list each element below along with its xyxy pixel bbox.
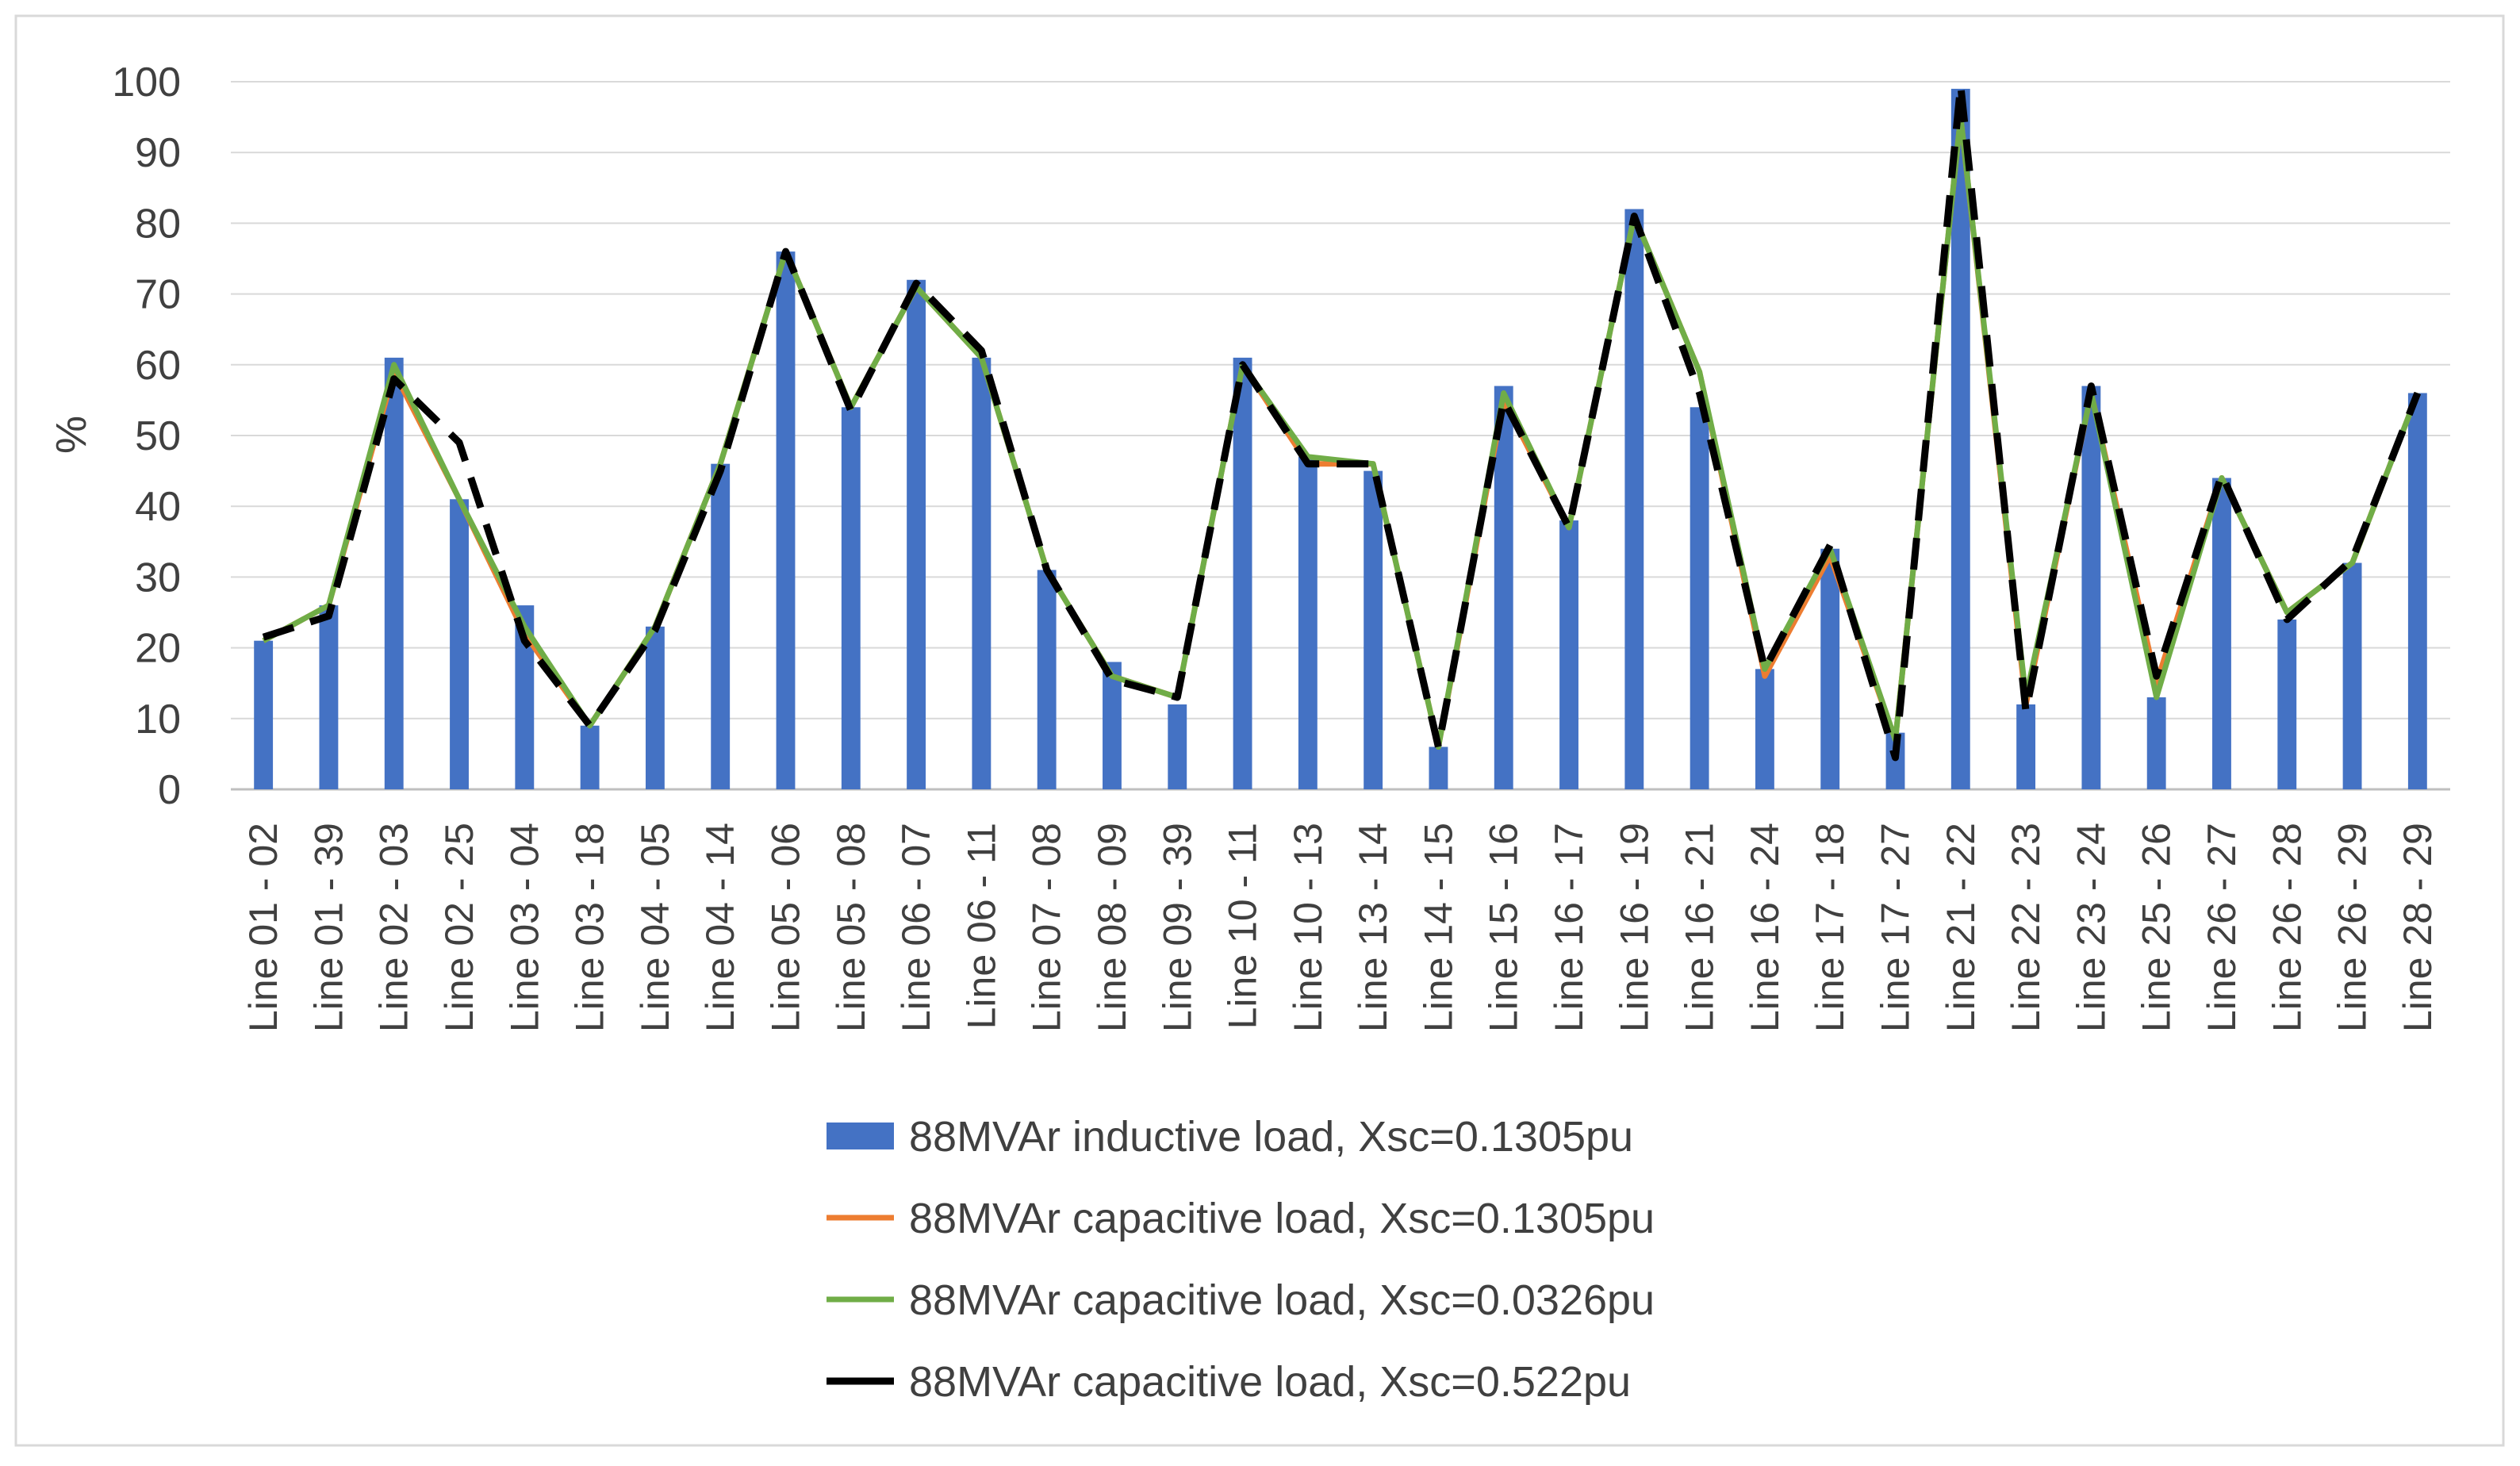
x-tick-label: Line 17 - 18 (1808, 823, 1852, 1032)
x-tick-label: Line 03 - 18 (568, 823, 612, 1032)
x-tick-label: Line 05 - 08 (829, 823, 873, 1032)
x-tick-label: Line 26 - 28 (2265, 823, 2309, 1032)
bar (1429, 746, 1448, 789)
bar (972, 357, 992, 789)
bar (2342, 562, 2362, 789)
x-tick-label: Line 08 - 09 (1090, 823, 1134, 1032)
x-tick-label: Line 03 - 04 (502, 823, 547, 1032)
bar (2212, 478, 2231, 789)
legend: 88MVAr inductive load, Xsc=0.1305pu 88MVA… (827, 1113, 1655, 1406)
line-series (262, 82, 2422, 762)
bar (1624, 209, 1644, 789)
bar (1559, 520, 1578, 789)
bar-series (254, 88, 2427, 790)
bar (515, 605, 535, 789)
bar (841, 407, 861, 789)
x-tick-label: Line 14 - 15 (1416, 823, 1460, 1032)
x-tick-label: Line 06 - 11 (959, 823, 1003, 1029)
x-tick-label: Line 28 - 29 (2395, 823, 2440, 1032)
x-tick-label: Line 16 - 19 (1612, 823, 1656, 1032)
bar (645, 626, 665, 789)
bar (1690, 407, 1709, 789)
bar (2277, 619, 2297, 789)
legend-label: 88MVAr inductive load, Xsc=0.1305pu (909, 1113, 1633, 1161)
x-tick-label: Line 01 - 02 (241, 823, 286, 1032)
bar (2146, 697, 2166, 789)
bar (1037, 570, 1057, 789)
x-tick-label: Line 15 - 16 (1482, 823, 1526, 1032)
x-tick-label: Line 01 - 39 (306, 823, 351, 1032)
bar (1233, 357, 1252, 789)
y-tick-label: 80 (135, 201, 181, 247)
x-tick-label: Line 10 - 13 (1286, 823, 1330, 1032)
x-tick-label: Line 25 - 26 (2135, 823, 2179, 1032)
series-line (262, 82, 2422, 762)
bar (907, 279, 926, 789)
y-tick-label: 0 (158, 767, 181, 813)
bar (1168, 704, 1187, 789)
bar (1364, 470, 1383, 789)
y-tick-label: 30 (135, 555, 181, 601)
x-tick-label: Line 26 - 27 (2200, 823, 2244, 1032)
x-tick-label: Line 16 - 24 (1743, 823, 1787, 1032)
bar (1755, 669, 1774, 789)
x-tick-label: Line 16 - 21 (1678, 823, 1722, 1032)
x-tick-label: Line 05 - 06 (764, 823, 808, 1032)
bar (711, 463, 731, 789)
x-tick-label: Line 09 - 39 (1155, 823, 1199, 1032)
y-tick-label: 60 (135, 343, 181, 389)
bar (2407, 393, 2427, 789)
y-tick-label: 100 (112, 59, 181, 106)
legend-label: 88MVAr capacitive load, Xsc=0.0326pu (909, 1276, 1655, 1324)
x-tick-label: Line 21 - 22 (1939, 823, 1983, 1032)
legend-label: 88MVAr capacitive load, Xsc=0.522pu (909, 1358, 1631, 1406)
x-tick-label: Line 06 - 07 (894, 823, 938, 1032)
bar (319, 605, 339, 789)
bar (580, 725, 600, 789)
x-tick-label: Line 02 - 03 (372, 823, 416, 1032)
x-tick-label: Line 16 - 17 (1547, 823, 1591, 1032)
bar (1298, 456, 1318, 789)
legend-swatch-bar (827, 1123, 894, 1149)
axes: 0 10 20 30 40 50 60 70 80 90 100 Line 01 - 02 Line 0… (112, 59, 2440, 1032)
y-tick-label: 10 (135, 697, 181, 743)
y-tick-label: 90 (135, 130, 181, 176)
bar (2016, 704, 2036, 789)
bar (1494, 386, 1513, 789)
bar (1820, 548, 1840, 789)
bar (450, 499, 469, 789)
y-tick-label: 70 (135, 272, 181, 318)
bar (776, 251, 796, 790)
bar (384, 357, 404, 789)
bar (1103, 662, 1122, 789)
bar (254, 640, 274, 789)
legend-label: 88MVAr capacitive load, Xsc=0.1305pu (909, 1195, 1655, 1242)
x-tick-label: Line 07 - 08 (1025, 823, 1069, 1032)
y-axis-title: % (48, 416, 95, 454)
bar (2081, 386, 2101, 789)
x-tick-label: Line 26 - 29 (2330, 823, 2375, 1032)
y-tick-label: 40 (135, 484, 181, 530)
x-tick-label: Line 02 - 25 (437, 823, 481, 1032)
y-tick-label: 50 (135, 413, 181, 459)
y-tick-label: 20 (135, 626, 181, 672)
x-tick-label: Line 23 - 24 (2069, 823, 2113, 1032)
x-tick-label: Line 10 - 11 (1221, 823, 1265, 1029)
x-tick-label: Line 17 - 27 (1874, 823, 1918, 1032)
bar (1950, 88, 1970, 790)
x-tick-label: Line 13 - 14 (1351, 823, 1395, 1032)
x-tick-label: Line 22 - 23 (2004, 823, 2048, 1032)
x-tick-label: Line 04 - 14 (698, 823, 742, 1032)
x-tick-label: Line 04 - 05 (633, 823, 677, 1032)
